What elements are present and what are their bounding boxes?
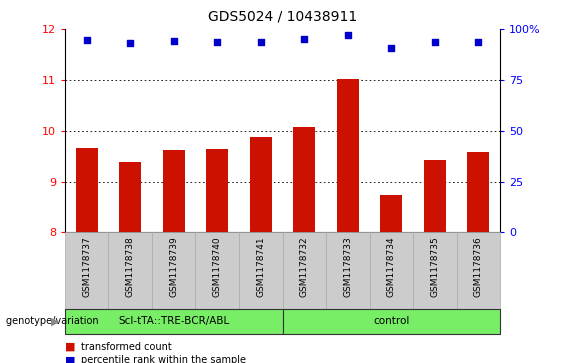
Point (473, 39, 483, 45)
Text: ■: ■ (65, 342, 76, 352)
Bar (239, 232, 282, 309)
Bar (76, 148, 98, 232)
Text: ■: ■ (65, 355, 76, 363)
Text: GDS5024 / 10438911: GDS5024 / 10438911 (208, 9, 357, 23)
Bar (457, 232, 500, 309)
Point (299, 36, 308, 42)
Bar (413, 232, 457, 309)
Text: GSM1178740: GSM1178740 (213, 236, 221, 297)
Text: GSM1178735: GSM1178735 (431, 236, 439, 297)
Text: GSM1178734: GSM1178734 (387, 236, 396, 297)
Bar (163, 150, 185, 232)
Bar (65, 232, 108, 309)
Text: Scl-tTA::TRE-BCR/ABL: Scl-tTA::TRE-BCR/ABL (118, 316, 229, 326)
Text: GSM1178738: GSM1178738 (126, 236, 134, 297)
Point (431, 39, 440, 45)
Bar (282, 232, 326, 309)
Point (170, 38, 179, 44)
Bar (206, 149, 228, 232)
Point (212, 39, 221, 45)
Text: control: control (373, 316, 410, 326)
Point (343, 32, 353, 38)
Text: transformed count: transformed count (81, 342, 172, 352)
Bar (195, 232, 239, 309)
Point (82, 37, 92, 43)
Text: GSM1178737: GSM1178737 (82, 236, 91, 297)
Bar (337, 79, 359, 232)
Text: genotype/variation: genotype/variation (6, 316, 101, 326)
Text: percentile rank within the sample: percentile rank within the sample (81, 355, 246, 363)
Point (257, 39, 266, 45)
Bar (282, 309, 500, 334)
Bar (250, 137, 272, 232)
Point (386, 45, 396, 51)
Text: GSM1178732: GSM1178732 (300, 236, 308, 297)
Bar (326, 232, 370, 309)
Text: GSM1178739: GSM1178739 (170, 236, 178, 297)
Bar (467, 152, 489, 232)
Bar (65, 309, 282, 334)
Bar (380, 195, 402, 232)
Point (126, 40, 135, 46)
Text: GSM1178733: GSM1178733 (344, 236, 352, 297)
Bar (152, 232, 195, 309)
Bar (293, 127, 315, 232)
Bar (119, 162, 141, 232)
Text: ▶: ▶ (51, 316, 59, 326)
Bar (370, 232, 413, 309)
Bar (424, 160, 446, 232)
Text: GSM1178741: GSM1178741 (257, 236, 265, 297)
Bar (108, 232, 152, 309)
Text: GSM1178736: GSM1178736 (474, 236, 483, 297)
